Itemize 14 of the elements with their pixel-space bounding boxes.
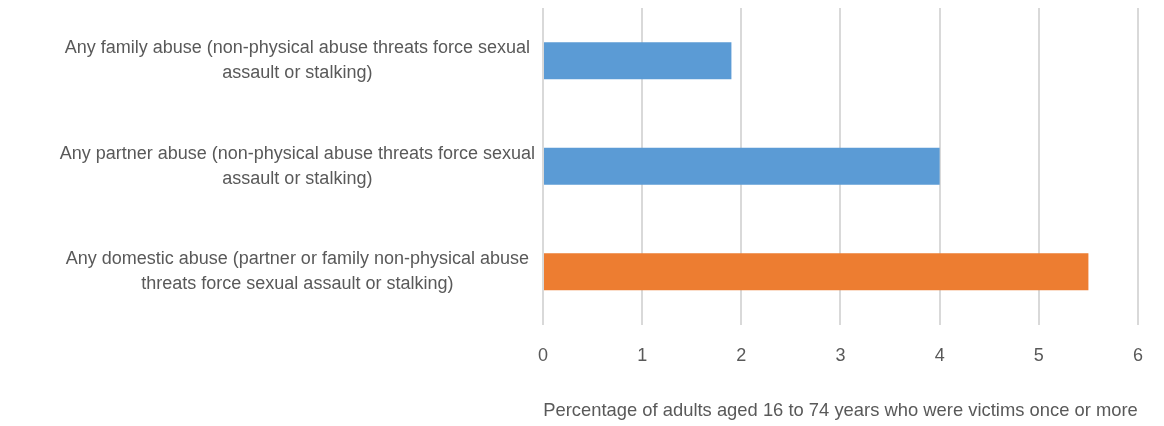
y-tick-label: Any domestic abuse (partner or family non-physical abuse threats force sexual assault or stalking) (65, 248, 529, 294)
x-tick-label: 5 (1033, 345, 1044, 366)
bar (544, 42, 732, 80)
bar (544, 147, 940, 185)
x-tick-label: 0 (537, 345, 549, 366)
x-tick-label: 6 (1132, 345, 1143, 366)
x-tick-label: 1 (637, 345, 648, 366)
y-tick-label: Any family abuse (non-physical abuse threats force sexual assault or stalking) (64, 37, 530, 83)
bar (544, 253, 1089, 291)
x-tick-label: 4 (934, 345, 945, 366)
x-tick-label: 3 (835, 345, 846, 366)
y-tick-label: Any partner abuse (non-physical abuse threats force sexual assault or stalking) (59, 142, 536, 188)
x-axis-title: Percentage of adults aged 16 to 74 years who were victims once or more (543, 398, 1138, 420)
x-tick-label: 2 (736, 345, 747, 366)
